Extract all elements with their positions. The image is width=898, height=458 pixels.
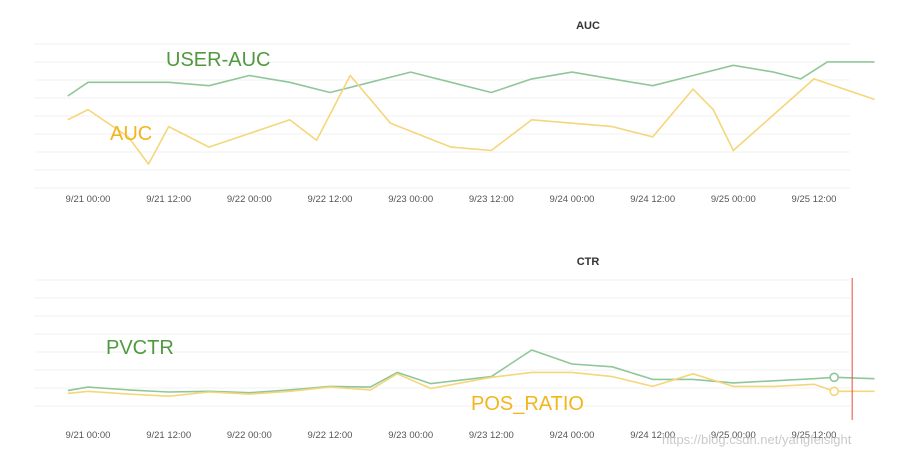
x-tick-label: 9/25 00:00 xyxy=(711,194,756,205)
x-tick-label: 9/23 12:00 xyxy=(469,194,514,205)
x-tick-label: 9/25 00:00 xyxy=(711,430,756,441)
chart-title: AUC xyxy=(576,20,600,32)
x-tick-label: 9/21 00:00 xyxy=(66,430,111,441)
series-label-pvctr: PVCTR xyxy=(106,337,174,359)
x-tick-label: 9/24 00:00 xyxy=(550,194,595,205)
x-tick-label: 9/24 12:00 xyxy=(630,430,675,441)
x-tick-label: 9/22 00:00 xyxy=(227,194,272,205)
series-line-user-auc xyxy=(67,61,875,97)
x-tick-label: 9/23 12:00 xyxy=(469,430,514,441)
series-line-auc xyxy=(67,74,875,165)
series-line-pos_ratio xyxy=(67,371,875,398)
x-tick-label: 9/24 12:00 xyxy=(630,194,675,205)
x-tick-label: 9/21 12:00 xyxy=(146,430,191,441)
x-tick-label: 9/24 00:00 xyxy=(550,430,595,441)
series-label-auc: AUC xyxy=(110,123,152,145)
hover-point-pvctr xyxy=(829,372,839,383)
series-label-user-auc: USER-AUC xyxy=(166,49,270,71)
x-tick-label: 9/21 12:00 xyxy=(146,194,191,205)
x-tick-label: 9/23 00:00 xyxy=(388,430,433,441)
x-tick-label: 9/25 12:00 xyxy=(792,430,837,441)
x-tick-label: 9/22 12:00 xyxy=(308,430,353,441)
chart-title: CTR xyxy=(577,256,600,268)
x-tick-label: 9/22 00:00 xyxy=(227,430,272,441)
x-tick-label: 9/21 00:00 xyxy=(66,194,111,205)
series-line-pvctr xyxy=(67,349,875,394)
chart-auc: AUC 9/21 00:00 9/21 12:00 9/22 00:00 9/22 12… xyxy=(34,20,875,205)
x-tick-label: 9/25 12:00 xyxy=(792,194,837,205)
x-tick-label: 9/23 00:00 xyxy=(388,194,433,205)
x-tick-label: 9/22 12:00 xyxy=(308,194,353,205)
chart-ctr: CTR 9/21 00:00 9/21 12:00 9/22 00:00 9/22 12… xyxy=(34,256,875,441)
series-label-pos_ratio: POS_RATIO xyxy=(471,393,584,415)
hover-point-pos_ratio xyxy=(829,386,839,397)
